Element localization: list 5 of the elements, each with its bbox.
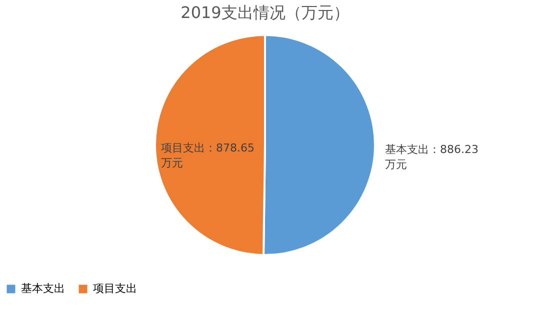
legend-label: 基本支出 [21,282,65,295]
data-label: 基本支出：886.23 万元 [384,142,478,171]
data-label: 项目支出：878.65 万元 [161,141,254,170]
legend-label: 项目支出 [93,282,137,295]
chart-title: 2019支出情况（万元） [180,3,350,22]
